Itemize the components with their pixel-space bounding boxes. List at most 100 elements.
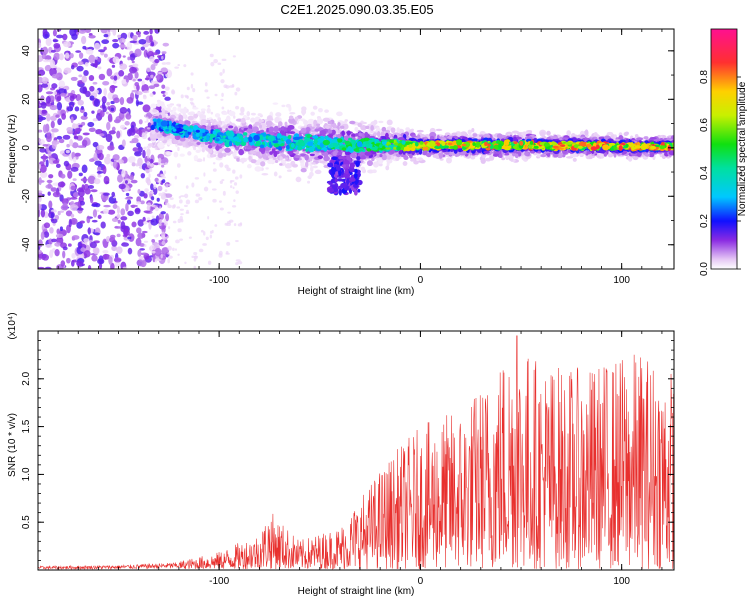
spectrogram-cell	[310, 111, 315, 116]
spectrogram-cell	[248, 155, 252, 160]
spectrogram-cell	[157, 71, 163, 75]
spectrogram-cell	[154, 258, 158, 263]
spectrogram-cell	[60, 92, 67, 97]
spectrogram-cell	[106, 68, 113, 77]
spectrogram-cell	[131, 162, 136, 167]
spectrogram-cells	[38, 29, 674, 269]
spectrogram-cell	[236, 157, 240, 162]
spectrogram-cell	[445, 157, 452, 164]
spectrogram-cell	[284, 157, 289, 160]
spectrogram-cell	[373, 119, 378, 125]
spectrogram-cell	[74, 152, 81, 157]
spectrogram-cell	[92, 209, 98, 218]
spectrogram-cell	[142, 220, 148, 225]
spectrogram-cell	[154, 146, 158, 151]
spectrogram-cell	[311, 162, 316, 165]
spectrogram-cell	[68, 92, 74, 96]
spectrogram-cell	[134, 48, 142, 57]
spectrogram-cell	[73, 135, 79, 140]
spectrogram-cell	[51, 218, 58, 224]
spectrogram-cell	[316, 123, 321, 127]
spectrogram-cell	[151, 52, 159, 56]
spectrogram-cell	[153, 83, 160, 88]
spectrogram-cell	[234, 91, 238, 96]
spectrogram-cell	[69, 29, 77, 37]
spectrogram-cell	[125, 77, 130, 83]
spectrogram-cell	[49, 249, 54, 258]
spectrogram-cell	[228, 110, 236, 117]
spectrogram-cell	[93, 152, 98, 161]
spectrogram-cell	[68, 218, 72, 228]
spectrogram-cell	[207, 105, 211, 108]
spectrogram-cell	[239, 112, 245, 116]
spectrogram-cell	[186, 86, 190, 91]
spectrogram-cell	[260, 161, 266, 167]
spectrogram-cell	[217, 152, 224, 159]
spectrogram-cell	[194, 199, 200, 204]
spectrogram-cell	[112, 154, 120, 161]
spectrogram-cell	[204, 82, 208, 87]
spectrogram-cell	[97, 66, 102, 70]
spectrogram-cell	[140, 200, 145, 205]
spectrogram-cell	[84, 62, 89, 67]
spectrogram-cell	[111, 126, 116, 132]
spectrogram-cell	[103, 53, 108, 58]
spectrogram-cell	[91, 255, 98, 262]
spectrogram-cell	[161, 162, 165, 166]
spectrogram-cell	[83, 111, 88, 117]
spectrogram-cell	[309, 155, 313, 162]
spectrogram-cell	[57, 118, 62, 126]
spectrogram-cell	[187, 115, 194, 121]
spectrogram-cell	[99, 133, 105, 137]
spectrogram-cell	[195, 149, 201, 154]
spectrogram-cell	[360, 166, 366, 171]
spectrogram-cell	[94, 60, 98, 69]
spectrogram-cell	[157, 101, 165, 105]
spectrogram-cell	[118, 44, 126, 48]
spectrogram-cell	[200, 143, 205, 148]
spectrogram-cell	[200, 118, 208, 124]
spectrogram-cell	[212, 198, 217, 203]
spectrogram-cell	[203, 157, 206, 162]
spectrogram-cell	[218, 200, 222, 203]
spectrogram-cell	[168, 226, 171, 230]
spectrogram-cell	[164, 198, 169, 204]
spectrogram-cell	[67, 170, 73, 179]
spectrogram-cell	[150, 41, 155, 47]
spectrogram-cell	[501, 157, 506, 161]
spectrogram-cell	[165, 213, 169, 222]
spectrogram-cell	[217, 117, 222, 122]
spectrogram-cell	[51, 140, 57, 150]
spectrogram-cell	[668, 150, 674, 156]
spectrogram-cell	[59, 210, 65, 213]
spectrogram-cell	[81, 121, 86, 126]
spectrogram-cell	[496, 133, 503, 139]
spectrogram-cell	[524, 151, 530, 157]
spectrogram-cell	[504, 152, 510, 156]
spectrogram-cell	[52, 29, 57, 37]
spectrogram-cell	[40, 101, 47, 109]
spectrogram-cell	[566, 130, 571, 137]
spectrogram-cell	[167, 255, 173, 259]
spectrogram-cell	[117, 219, 121, 224]
spectrogram-cell	[105, 236, 111, 243]
spectrogram-cell	[153, 184, 157, 190]
spectrogram-cell	[150, 183, 154, 191]
spectrogram-cell	[124, 121, 130, 126]
spectrogram-cell	[60, 173, 66, 179]
spectrogram-cell	[88, 54, 96, 64]
spectrogram-cell	[70, 217, 78, 225]
spectrogram-cell	[147, 127, 151, 130]
spectrogram-cell	[116, 246, 123, 254]
spectrogram-cell	[214, 93, 218, 97]
spectrogram-cell	[137, 249, 142, 257]
spectrogram-cell	[221, 92, 224, 97]
spectrogram-cell	[137, 188, 141, 195]
spectrogram-cell	[511, 130, 519, 134]
spectrogram-cell	[324, 109, 329, 113]
spectrogram-cell	[237, 261, 243, 265]
spectrogram-cell	[70, 116, 74, 124]
spectrogram-cell	[184, 204, 188, 208]
spectrogram-cell	[286, 169, 292, 172]
spectrogram-cell	[187, 151, 192, 156]
